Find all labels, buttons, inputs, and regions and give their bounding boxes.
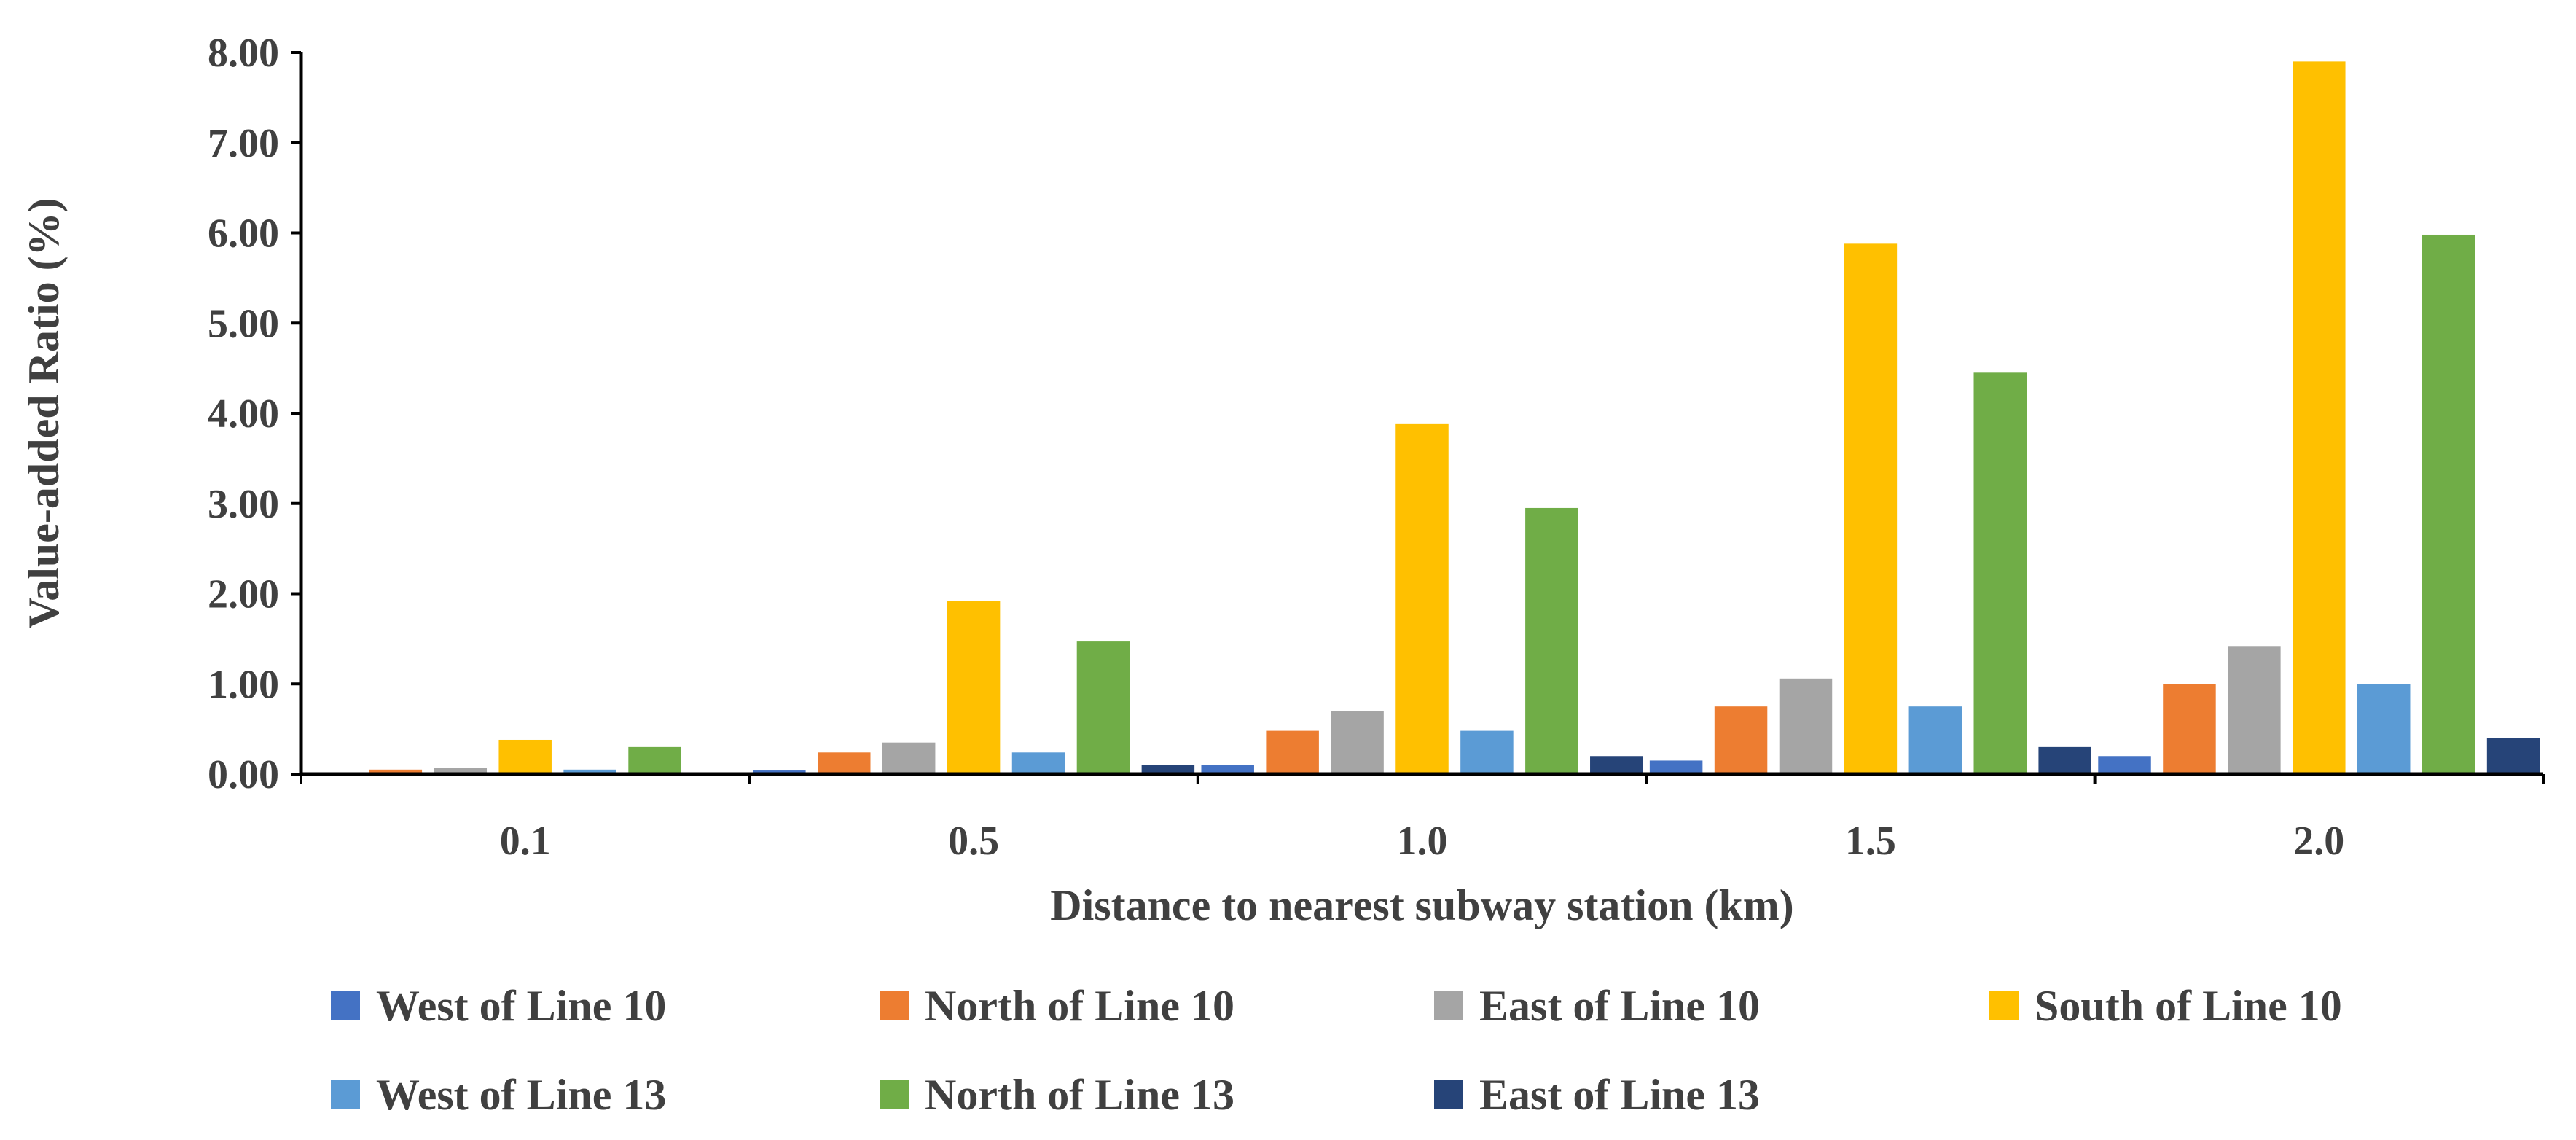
x-axis-title: Distance to nearest subway station (km) <box>1050 881 1794 929</box>
bar <box>2357 684 2411 774</box>
bar <box>2163 684 2216 774</box>
bar <box>1525 507 1578 774</box>
y-tick-label: 8.00 <box>208 31 279 76</box>
bar <box>2422 234 2475 775</box>
bar <box>1460 730 1514 774</box>
y-tick-label: 5.00 <box>208 301 279 346</box>
x-tick-label: 0.5 <box>948 819 999 864</box>
legend-swatch <box>1434 991 1463 1020</box>
legend-swatch <box>880 991 909 1020</box>
y-tick-label: 0.00 <box>208 752 279 797</box>
bar <box>1331 711 1384 774</box>
bar <box>1973 372 2027 774</box>
y-tick-label: 3.00 <box>208 482 279 527</box>
x-tick-label: 1.0 <box>1397 819 1448 864</box>
legend-item: West of Line 13 <box>331 1071 666 1119</box>
y-tick-label: 4.00 <box>208 391 279 437</box>
y-axis-title: Value-added Ratio (%) <box>20 198 68 628</box>
legend-item: West of Line 10 <box>331 982 666 1030</box>
y-tick-label: 1.00 <box>208 662 279 707</box>
bar <box>2038 746 2091 774</box>
legend-item: East of Line 13 <box>1434 1071 1760 1119</box>
bar <box>628 746 681 774</box>
bar <box>1395 423 1449 774</box>
legend-item: East of Line 10 <box>1434 982 1760 1030</box>
bar <box>818 752 871 774</box>
bar <box>1714 706 1768 774</box>
bar <box>1649 760 1703 774</box>
legend-swatch <box>331 1080 360 1109</box>
bar <box>1076 641 1130 774</box>
y-tick-label: 6.00 <box>208 211 279 257</box>
legend-swatch <box>331 991 360 1020</box>
bar <box>563 769 616 774</box>
bar <box>1011 752 1065 774</box>
bar <box>1266 730 1319 774</box>
bar <box>882 742 936 774</box>
legend-label: West of Line 13 <box>376 1071 666 1119</box>
legend-item: North of Line 13 <box>880 1071 1234 1119</box>
legend: West of Line 10 North of Line 10 East of L… <box>331 982 2342 1119</box>
bar <box>2486 738 2540 774</box>
bar <box>1590 756 1643 774</box>
bar <box>498 739 552 774</box>
bar <box>1141 765 1195 774</box>
legend-swatch <box>880 1080 909 1109</box>
legend-swatch <box>1434 1080 1463 1109</box>
bar <box>1908 706 1962 774</box>
bar <box>1201 765 1254 774</box>
y-tick-label: 7.00 <box>208 121 279 166</box>
legend-label: South of Line 10 <box>2035 982 2342 1030</box>
bar <box>947 601 1001 774</box>
legend-item: North of Line 10 <box>880 982 1234 1030</box>
bar <box>1779 678 1833 774</box>
legend-label: North of Line 13 <box>925 1071 1234 1119</box>
y-axis-ticks: 0.00 1.00 2.00 3.00 4.00 5.00 6.00 7.00 8.00 <box>208 31 301 797</box>
bars-layer <box>304 61 2540 775</box>
bar <box>1844 243 1898 775</box>
x-tick-label: 1.5 <box>1845 819 1896 864</box>
x-tick-label: 0.1 <box>500 819 551 864</box>
x-tick-label: 2.0 <box>2293 819 2344 864</box>
bar <box>2293 61 2346 774</box>
y-tick-label: 2.00 <box>208 572 279 617</box>
bar <box>434 768 488 774</box>
legend-label: East of Line 13 <box>1479 1071 1760 1119</box>
legend-item: South of Line 10 <box>1989 982 2342 1030</box>
bar <box>2098 756 2151 774</box>
legend-label: North of Line 10 <box>925 982 1234 1030</box>
bar <box>2228 646 2281 774</box>
legend-label: West of Line 10 <box>376 982 666 1030</box>
bar <box>369 769 423 774</box>
x-axis-ticks: 0.1 0.5 1.0 1.5 2.0 <box>300 774 2545 864</box>
legend-label: East of Line 10 <box>1479 982 1760 1030</box>
legend-swatch <box>1989 991 2019 1020</box>
